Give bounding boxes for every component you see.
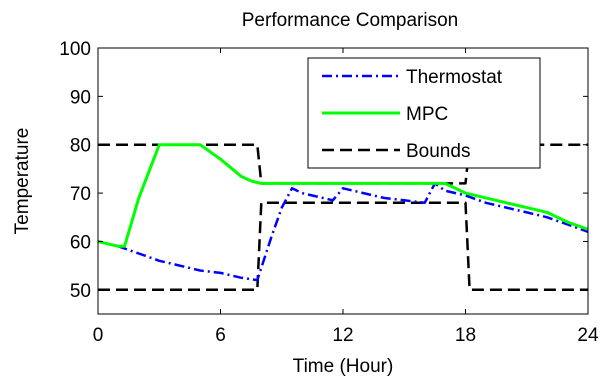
series-line-mpc — [98, 143, 588, 248]
y-tick-label: 60 — [70, 232, 91, 253]
y-tick-label: 80 — [70, 136, 91, 157]
y-tick-label: 100 — [59, 39, 91, 60]
y-tick-label: 70 — [70, 184, 91, 205]
x-tick-label: 0 — [93, 325, 104, 346]
legend-label-mpc: MPC — [406, 104, 448, 125]
series-line-bounds-lower — [98, 201, 588, 292]
x-axis-label: Time (Hour) — [293, 356, 394, 377]
y-axis-label: Temperature — [12, 128, 33, 235]
legend: Thermostat MPC Bounds — [307, 57, 541, 169]
y-tick-label: 90 — [70, 87, 91, 108]
x-tick-label: 18 — [455, 325, 476, 346]
x-tick-label: 6 — [215, 325, 226, 346]
series-line-thermostat — [98, 182, 588, 282]
y-tick-label: 50 — [70, 281, 91, 302]
x-tick-label: 24 — [577, 325, 599, 346]
legend-label-bounds: Bounds — [406, 141, 470, 162]
x-tick-label: 12 — [332, 325, 353, 346]
legend-label-thermostat: Thermostat — [406, 67, 503, 88]
chart-title: Performance Comparison — [242, 10, 458, 31]
